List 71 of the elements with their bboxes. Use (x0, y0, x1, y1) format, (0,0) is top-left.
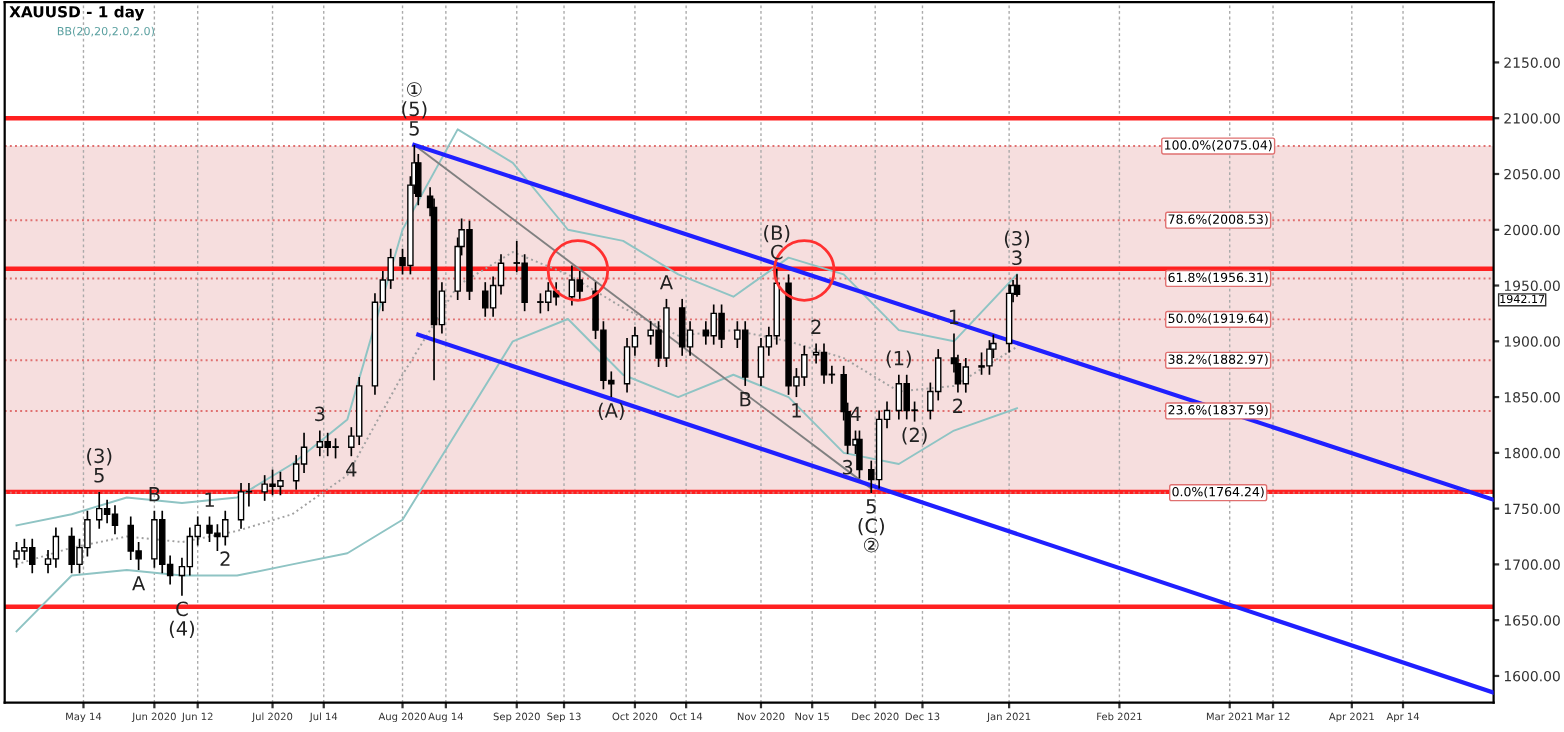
annotation: 2 (811, 319, 821, 334)
candlestick (186, 526, 194, 577)
annotation: C (176, 601, 188, 617)
candlestick (103, 498, 111, 524)
annotation: 5 (866, 499, 876, 514)
candlestick (856, 429, 863, 480)
candlestick (537, 292, 544, 315)
candlestick (29, 537, 36, 575)
candlestick (95, 491, 103, 530)
annotation: (1) (886, 350, 911, 368)
candlestick (576, 270, 584, 301)
annotation: (3) (87, 448, 112, 466)
annotation: (A) (598, 402, 624, 420)
candlestick (986, 339, 993, 376)
annotation: 1 (792, 403, 801, 418)
candlestick (222, 510, 229, 547)
candlestick (52, 526, 60, 569)
annotation: (3) (1004, 230, 1030, 248)
candlestick (68, 526, 75, 575)
annotation: 2 (220, 551, 230, 566)
candlestick (292, 454, 300, 491)
candlestick (111, 504, 119, 536)
candlestick (702, 320, 710, 346)
candlestick (300, 431, 308, 474)
annotation: 1 (205, 492, 214, 507)
annotation: A (132, 576, 146, 591)
candlestick (757, 337, 765, 387)
annotation: 3 (315, 406, 325, 422)
annotation: B (740, 392, 751, 407)
annotation: A (659, 275, 673, 290)
candlestick (206, 515, 213, 543)
candlestick (741, 320, 749, 387)
annotation: 1 (949, 309, 959, 324)
candlestick (277, 470, 284, 497)
candlestick (237, 482, 245, 530)
candlestick (710, 303, 717, 346)
annotation: 3 (1012, 250, 1022, 266)
candlestick (678, 298, 686, 357)
candlestick (324, 431, 331, 458)
annotation: ① (407, 82, 422, 97)
candlestick (820, 342, 828, 385)
annotation: (2) (902, 427, 927, 445)
annotation: 5 (94, 468, 104, 483)
candlestick (332, 437, 339, 460)
annotation: (B) (764, 225, 790, 243)
candlestick (801, 344, 808, 387)
annotation: 4 (346, 462, 357, 477)
candlestick (269, 468, 276, 497)
annotation: (5) (402, 101, 427, 119)
candlestick (481, 281, 489, 318)
candlestick (84, 510, 91, 558)
candlestick (623, 337, 631, 394)
annotation: 5 (409, 121, 419, 136)
candlestick (21, 537, 28, 561)
annotation: (C) (858, 518, 884, 536)
candlestick (261, 474, 268, 502)
candlestick (903, 373, 910, 421)
candlestick (962, 357, 970, 394)
candlestick (718, 303, 725, 349)
candlestick (214, 523, 221, 552)
annotation: 2 (953, 398, 963, 413)
candlestick (127, 515, 134, 561)
candlestick (545, 281, 552, 313)
annotation: ② (863, 537, 879, 553)
candlestick (895, 373, 903, 421)
annotation: (4) (169, 620, 195, 638)
candlestick (13, 541, 20, 569)
candlestick (151, 510, 158, 569)
candlestick (316, 429, 324, 458)
candlestick (978, 351, 985, 376)
candlestick (568, 264, 576, 307)
